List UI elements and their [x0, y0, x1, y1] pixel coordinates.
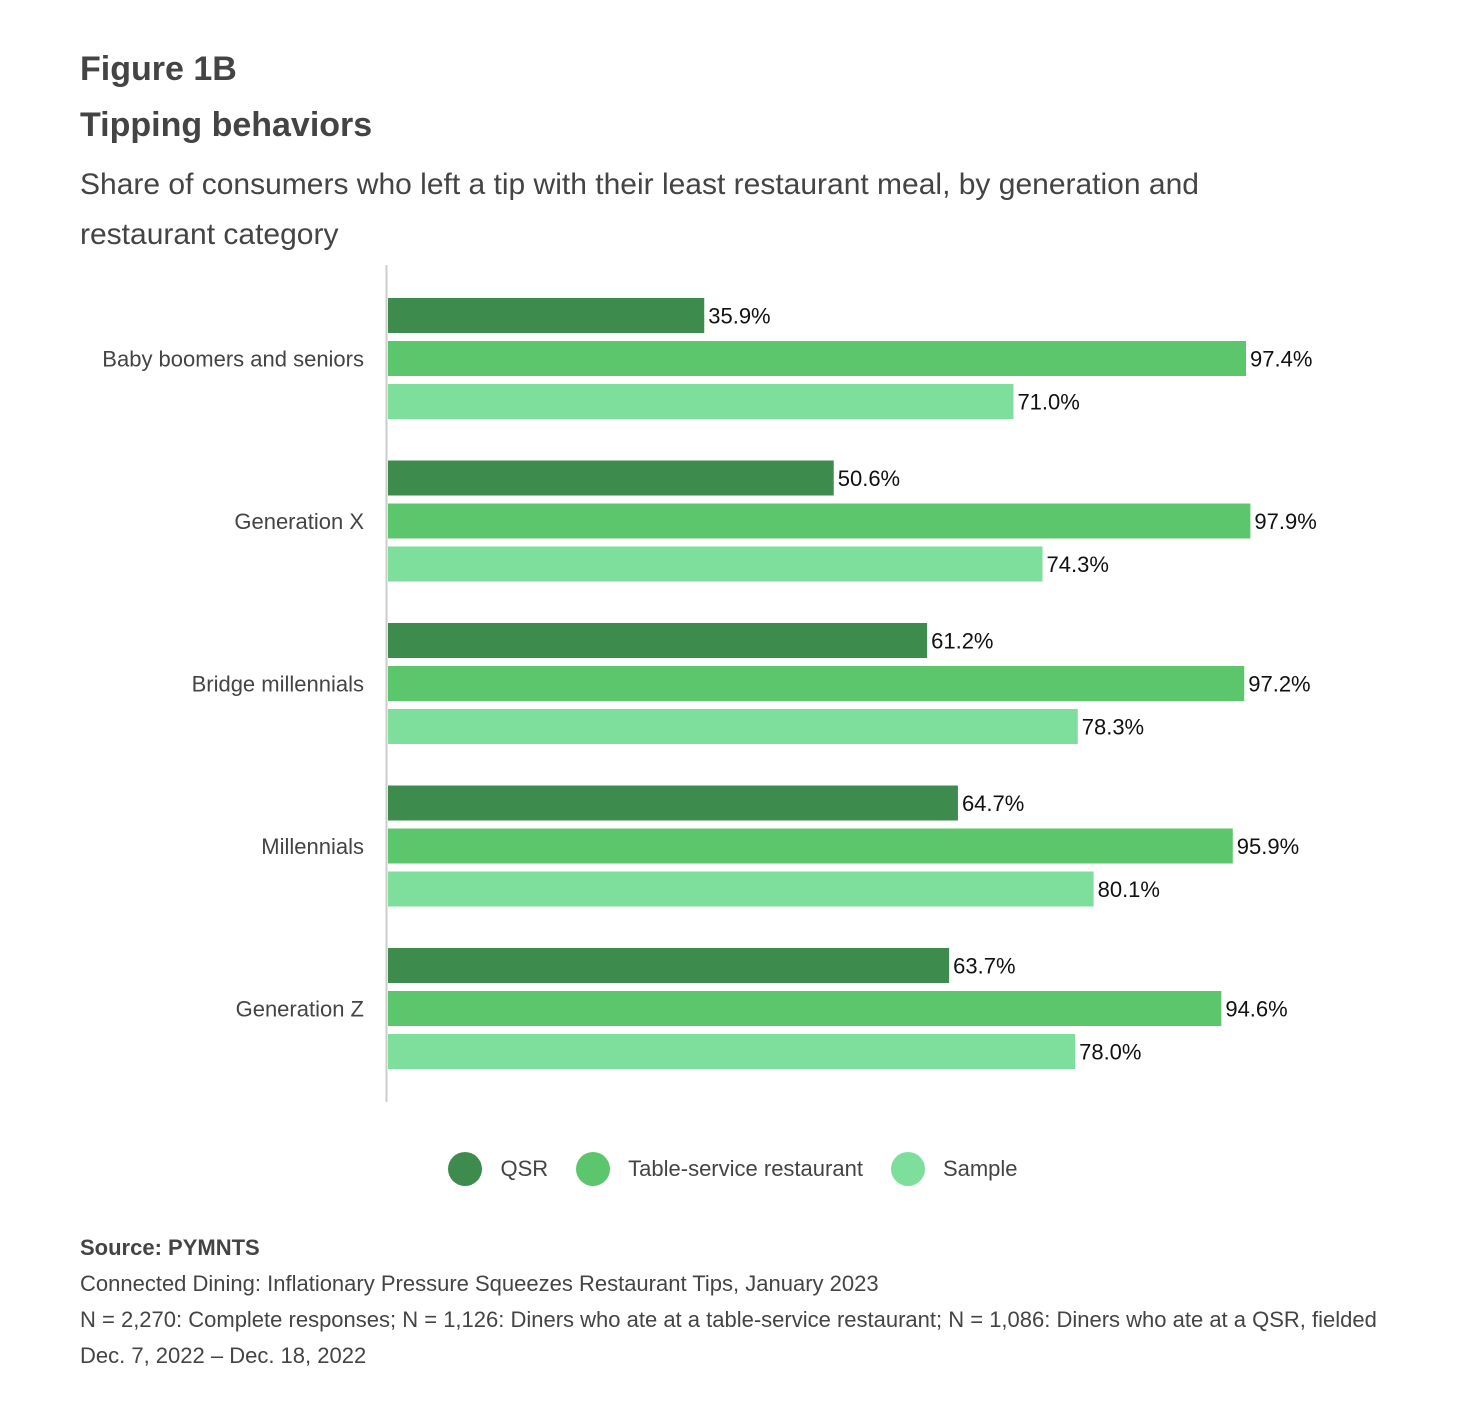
bar — [388, 460, 834, 496]
source-line: Connected Dining: Inflationary Pressure … — [80, 1271, 879, 1296]
bar — [388, 1034, 1076, 1069]
bar — [388, 828, 1233, 864]
data-label: 50.6% — [838, 466, 900, 491]
bar — [388, 666, 1245, 701]
legend-label: Sample — [942, 1156, 1018, 1181]
legend-label: QSR — [500, 1156, 549, 1181]
data-label: 35.9% — [708, 304, 770, 329]
bar — [388, 503, 1251, 539]
legend-item: Sample — [890, 1152, 1018, 1186]
data-label: 61.2% — [931, 629, 993, 654]
chart-subtitle: Share of consumers who left a tip with t… — [80, 168, 1199, 251]
data-label: 64.7% — [962, 791, 1024, 816]
category-label: Bridge millennials — [192, 672, 364, 697]
data-label: 80.1% — [1098, 877, 1160, 902]
category-label: Generation Z — [236, 997, 364, 1022]
data-label: 71.0% — [1017, 390, 1079, 415]
bar — [388, 785, 958, 821]
category-label: Generation X — [234, 509, 364, 534]
legend-swatch — [576, 1152, 611, 1186]
bar — [388, 948, 950, 983]
figure-label: Figure 1B — [80, 50, 237, 88]
legend-swatch — [448, 1152, 483, 1186]
bar — [388, 709, 1078, 744]
data-label: 97.4% — [1250, 347, 1312, 372]
legend-item: QSR — [448, 1152, 548, 1186]
source-label: Source: PYMNTS — [80, 1235, 260, 1260]
data-label: 97.2% — [1248, 672, 1310, 697]
data-label: 97.9% — [1254, 509, 1316, 534]
legend-item: Table-service restaurant — [576, 1152, 863, 1186]
source-notes: Source: PYMNTS Connected Dining: Inflati… — [80, 1230, 1400, 1374]
data-label: 94.6% — [1225, 997, 1287, 1022]
data-label: 74.3% — [1047, 552, 1109, 577]
bar — [388, 298, 705, 333]
legend-label: Table-service restaurant — [628, 1156, 863, 1181]
bar — [388, 341, 1246, 376]
bar — [388, 991, 1222, 1026]
bar — [388, 871, 1094, 907]
data-label: 63.7% — [953, 954, 1015, 979]
data-label: 78.3% — [1082, 715, 1144, 740]
category-label: Baby boomers and seniors — [102, 347, 364, 372]
source-line: N = 2,270: Complete responses; N = 1,126… — [80, 1307, 1377, 1368]
data-label: 78.0% — [1079, 1040, 1141, 1065]
bar — [388, 623, 928, 658]
legend-swatch — [890, 1152, 925, 1186]
chart-title: Tipping behaviors — [80, 106, 373, 144]
legend: QSR Table-service restaurant Sample — [0, 1152, 1466, 1186]
bar — [388, 384, 1014, 419]
category-label: Millennials — [261, 834, 364, 859]
data-label: 95.9% — [1237, 834, 1299, 859]
bar — [388, 546, 1043, 582]
